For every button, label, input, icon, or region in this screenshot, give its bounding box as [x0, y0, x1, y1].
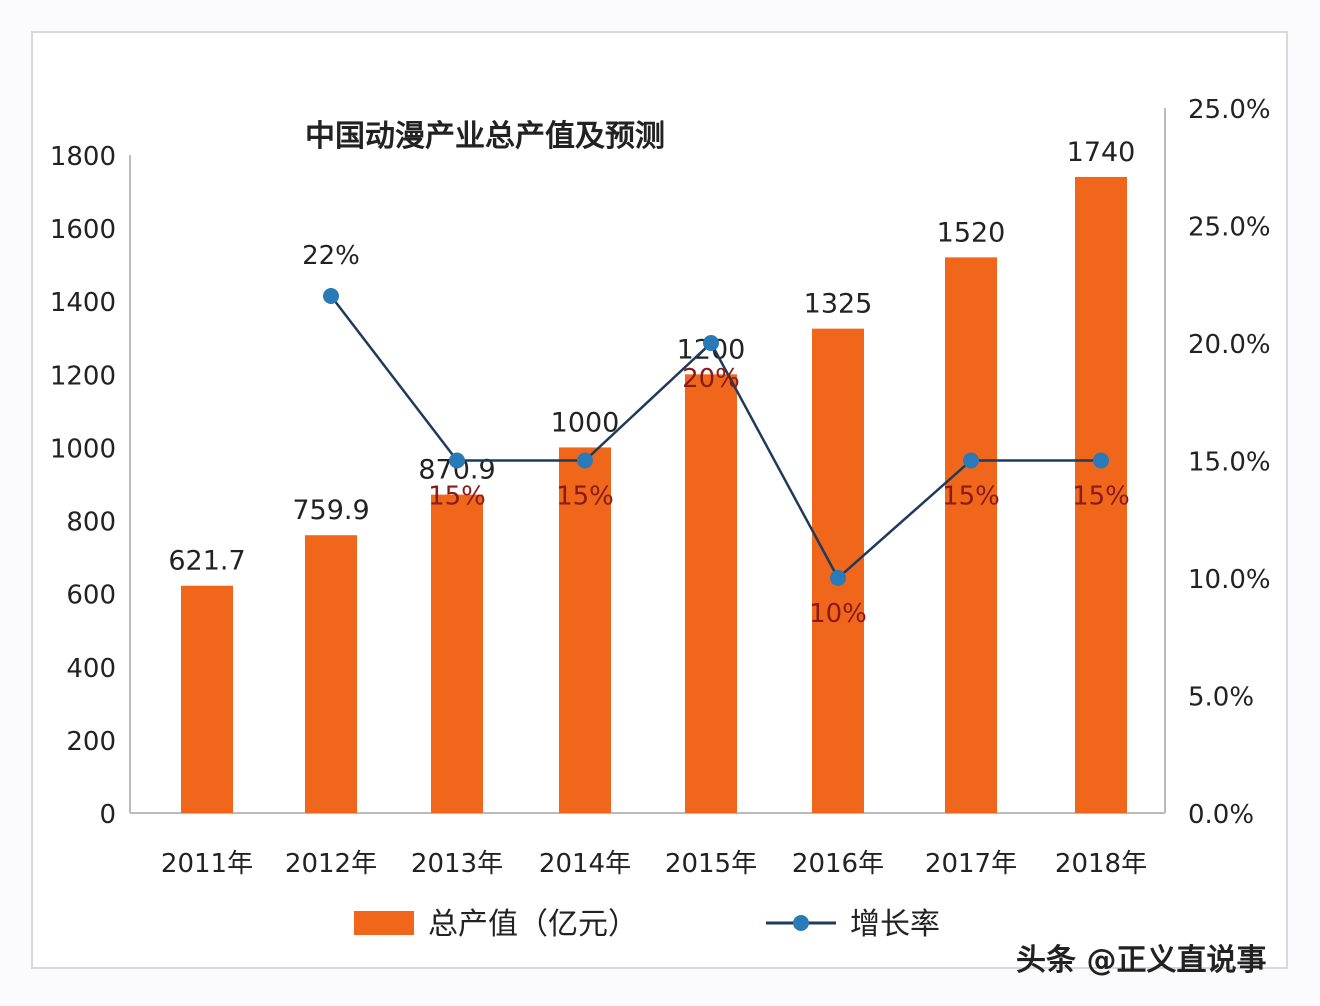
legend: 总产值（亿元） 增长率: [354, 907, 940, 942]
growth-rate-point: [963, 452, 979, 469]
growth-rate-label: 20%: [682, 364, 740, 394]
watermark: 头条 @正义直说事: [1016, 943, 1266, 978]
legend-bar-swatch: [354, 911, 414, 935]
bar-value-label: 1325: [804, 289, 873, 320]
bar-2014年: [559, 447, 611, 813]
left-tick-label: 0: [99, 800, 116, 830]
x-tick-label: 2016年: [792, 849, 884, 879]
left-tick-label: 1600: [50, 215, 116, 245]
growth-rate-point: [449, 452, 465, 469]
growth-rate-label: 15%: [942, 482, 1000, 512]
left-tick-label: 1200: [50, 361, 116, 391]
bar-2011年: [181, 585, 233, 813]
left-tick-label: 1400: [50, 288, 116, 318]
growth-rate-point: [577, 452, 593, 469]
right-tick-label: 0.0%: [1188, 800, 1254, 830]
growth-rate-label: 15%: [556, 482, 614, 512]
legend-line-marker: [793, 915, 809, 931]
bar-2017年: [945, 257, 997, 813]
bar-2012年: [305, 535, 357, 813]
chart-title: 中国动漫产业总产值及预测: [305, 119, 665, 154]
x-tick-label: 2012年: [285, 849, 377, 879]
left-tick-label: 400: [66, 654, 116, 684]
growth-rate-point: [1093, 452, 1109, 469]
growth-rate-point: [703, 335, 719, 351]
growth-rate-label: 22%: [302, 241, 360, 271]
growth-rate-label: 15%: [1072, 482, 1130, 512]
left-tick-label: 200: [66, 727, 116, 757]
right-tick-label: 25.0%: [1188, 95, 1271, 125]
left-tick-label: 600: [66, 581, 116, 611]
right-tick-label: 5.0%: [1188, 683, 1254, 713]
bar-value-label: 1000: [551, 407, 620, 438]
right-tick-label: 20.0%: [1188, 330, 1271, 360]
legend-bar-label: 总产值（亿元）: [428, 907, 638, 942]
left-tick-label: 800: [66, 508, 116, 538]
bar-value-label: 1740: [1067, 137, 1136, 168]
x-tick-label: 2015年: [665, 849, 757, 879]
left-tick-label: 1800: [50, 142, 116, 172]
right-tick-label: 10.0%: [1188, 565, 1271, 595]
right-tick-label: 15.0%: [1188, 448, 1271, 478]
bar-value-label: 621.7: [168, 546, 245, 577]
x-tick-label: 2013年: [411, 849, 503, 879]
growth-rate-point: [323, 288, 339, 304]
x-tick-label: 2014年: [539, 849, 631, 879]
x-tick-label: 2018年: [1055, 849, 1147, 879]
right-tick-label: 25.0%: [1188, 213, 1271, 243]
left-tick-label: 1000: [50, 434, 116, 464]
bar-value-label: 759.9: [292, 495, 369, 526]
growth-rate-label: 10%: [809, 599, 867, 629]
growth-rate-label: 15%: [428, 482, 486, 512]
x-tick-label: 2011年: [161, 849, 253, 879]
bar-value-label: 1520: [937, 217, 1006, 248]
bar-2013年: [431, 494, 483, 813]
bar-2015年: [685, 374, 737, 813]
legend-line-label: 增长率: [850, 907, 940, 942]
bar-2018年: [1075, 176, 1127, 813]
x-tick-label: 2017年: [925, 849, 1017, 879]
growth-rate-point: [830, 570, 846, 586]
